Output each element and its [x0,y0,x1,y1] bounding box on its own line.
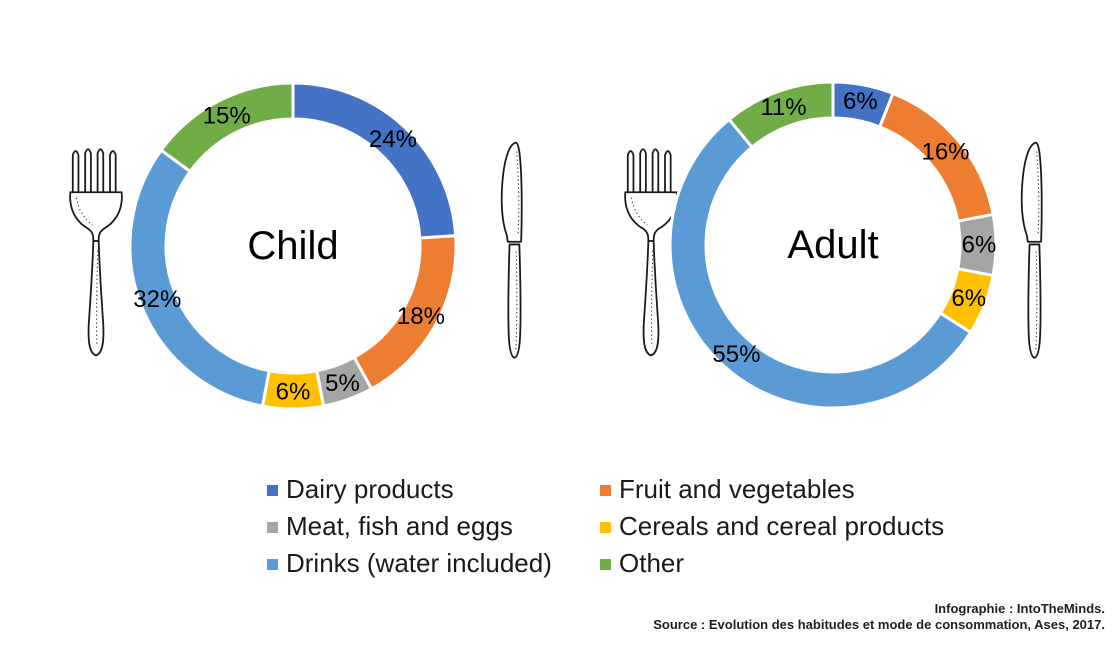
chart-title: Child [247,224,338,268]
adult-donut-chart: 6% 16% 6% 6% 55% 11% Adult [668,80,998,410]
legend-item-dairy-products: Dairy products [267,475,600,504]
legend-swatch [600,485,611,496]
legend-item-label: Fruit and vegetables [619,474,855,504]
legend-item-label: Cereals and cereal products [619,511,945,541]
knife-icon [500,141,523,359]
legend: Dairy products Fruit and vegetables Meat, … [267,475,944,578]
legend-item-other: Other [600,549,944,578]
knife-icon [1020,141,1043,359]
legend-item-drinks-water-included: Drinks (water included) [267,549,600,578]
segment-data-label: 55% [712,341,760,368]
donut-segment-other [159,81,295,174]
legend-swatch [267,485,278,496]
segment-data-label: 11% [760,94,806,121]
segment-data-label: 6% [951,285,986,312]
legend-item-label: Meat, fish and eggs [286,511,513,541]
legend-swatch [267,559,278,570]
donut-segment-drinks-water-included [668,117,973,410]
legend-swatch [600,559,611,570]
legend-swatch [600,522,611,533]
segment-data-label: 15% [203,102,251,129]
fork-icon [624,148,678,357]
infographie-credit: Infographie : IntoTheMinds. [934,601,1105,616]
segment-data-label: 24% [369,126,417,153]
legend-swatch [267,522,278,533]
legend-item-meat-fish-and-eggs: Meat, fish and eggs [267,512,600,541]
donut-segment-other [726,80,835,150]
segment-data-label: 16% [921,138,969,165]
legend-item-label: Dairy products [286,474,454,504]
donut-segment-drinks-water-included [128,148,271,408]
legend-item-label: Other [619,548,685,578]
credits: Infographie : IntoTheMinds. Source : Evo… [653,601,1105,632]
donut-segment-dairy-products [291,81,458,240]
segment-data-label: 5% [325,370,360,397]
fork-icon [69,148,123,357]
segment-data-label: 32% [133,286,181,313]
source-credit: Source : Evolution des habitudes et mode… [653,616,1105,632]
segment-data-label: 6% [843,88,878,115]
legend-item-fruit-and-vegetables: Fruit and vegetables [600,475,944,504]
segment-data-label: 18% [397,303,445,330]
segment-data-label: 6% [276,379,311,406]
legend-item-label: Drinks (water included) [286,548,552,578]
chart-title: Adult [787,223,878,267]
segment-data-label: 6% [962,232,997,259]
legend-item-cereals-and-cereal-products: Cereals and cereal products [600,512,944,541]
child-donut-chart: 24% 18% 5% 6% 32% 15% Child [128,81,458,411]
